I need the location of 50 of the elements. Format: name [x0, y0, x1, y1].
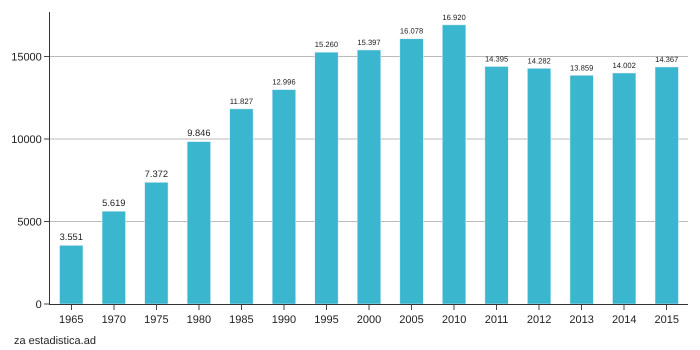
data-label: 16.078	[400, 26, 424, 36]
bar	[612, 72, 636, 304]
x-tick-label: 2005	[399, 314, 424, 326]
x-tick-label: 2011	[484, 314, 508, 326]
data-label: 7.372	[144, 168, 168, 179]
bar	[59, 245, 84, 304]
x-tick-label: 2000	[356, 314, 382, 326]
x-tick-label: 2014	[612, 314, 636, 326]
bar	[314, 52, 338, 304]
bar	[102, 211, 126, 304]
text: za estadistica.ad	[14, 335, 96, 347]
bar	[484, 66, 509, 304]
bar	[442, 24, 466, 304]
data-label: 14.367	[655, 54, 678, 64]
y-tick-label: 5000	[17, 216, 42, 228]
x-tick-label: 2013	[569, 314, 594, 326]
data-label: 3.551	[60, 232, 83, 242]
data-label: 14.282	[527, 56, 551, 66]
bar	[186, 141, 211, 304]
data-label: 13.859	[570, 63, 594, 72]
x-tick-label: 1975	[144, 314, 169, 326]
bar	[144, 182, 168, 304]
y-tick-label: 0	[36, 298, 42, 311]
bar	[400, 38, 424, 304]
data-label: 14.002	[612, 60, 636, 70]
data-label: 11.827	[230, 96, 254, 106]
data-label: 15.260	[314, 40, 338, 50]
bar	[570, 75, 594, 304]
y-tick-label: 15000	[11, 51, 42, 64]
bar	[527, 68, 552, 304]
data-label: 9.846	[187, 128, 211, 138]
x-tick-label: 1985	[229, 314, 254, 326]
x-tick-label: 1995	[314, 314, 339, 326]
bar	[272, 89, 296, 304]
x-tick-label: 1965	[59, 314, 84, 326]
x-tick-label: 1980	[186, 314, 212, 326]
x-tick-label: 2010	[442, 314, 466, 326]
bar	[654, 66, 679, 304]
x-tick-label: 2012	[526, 314, 552, 326]
data-label: 15.397	[357, 38, 381, 47]
data-label: 5.619	[102, 198, 126, 208]
y-tick-label: 10000	[11, 134, 42, 146]
data-label: 16.920	[442, 12, 466, 22]
data-label: 14.395	[484, 54, 508, 64]
x-tick-label: 2015	[654, 314, 679, 326]
bar	[357, 50, 381, 304]
x-tick-label: 1990	[272, 314, 296, 326]
data-label: 12.996	[272, 78, 296, 87]
x-tick-label: 1970	[102, 314, 126, 326]
bar	[229, 108, 254, 304]
